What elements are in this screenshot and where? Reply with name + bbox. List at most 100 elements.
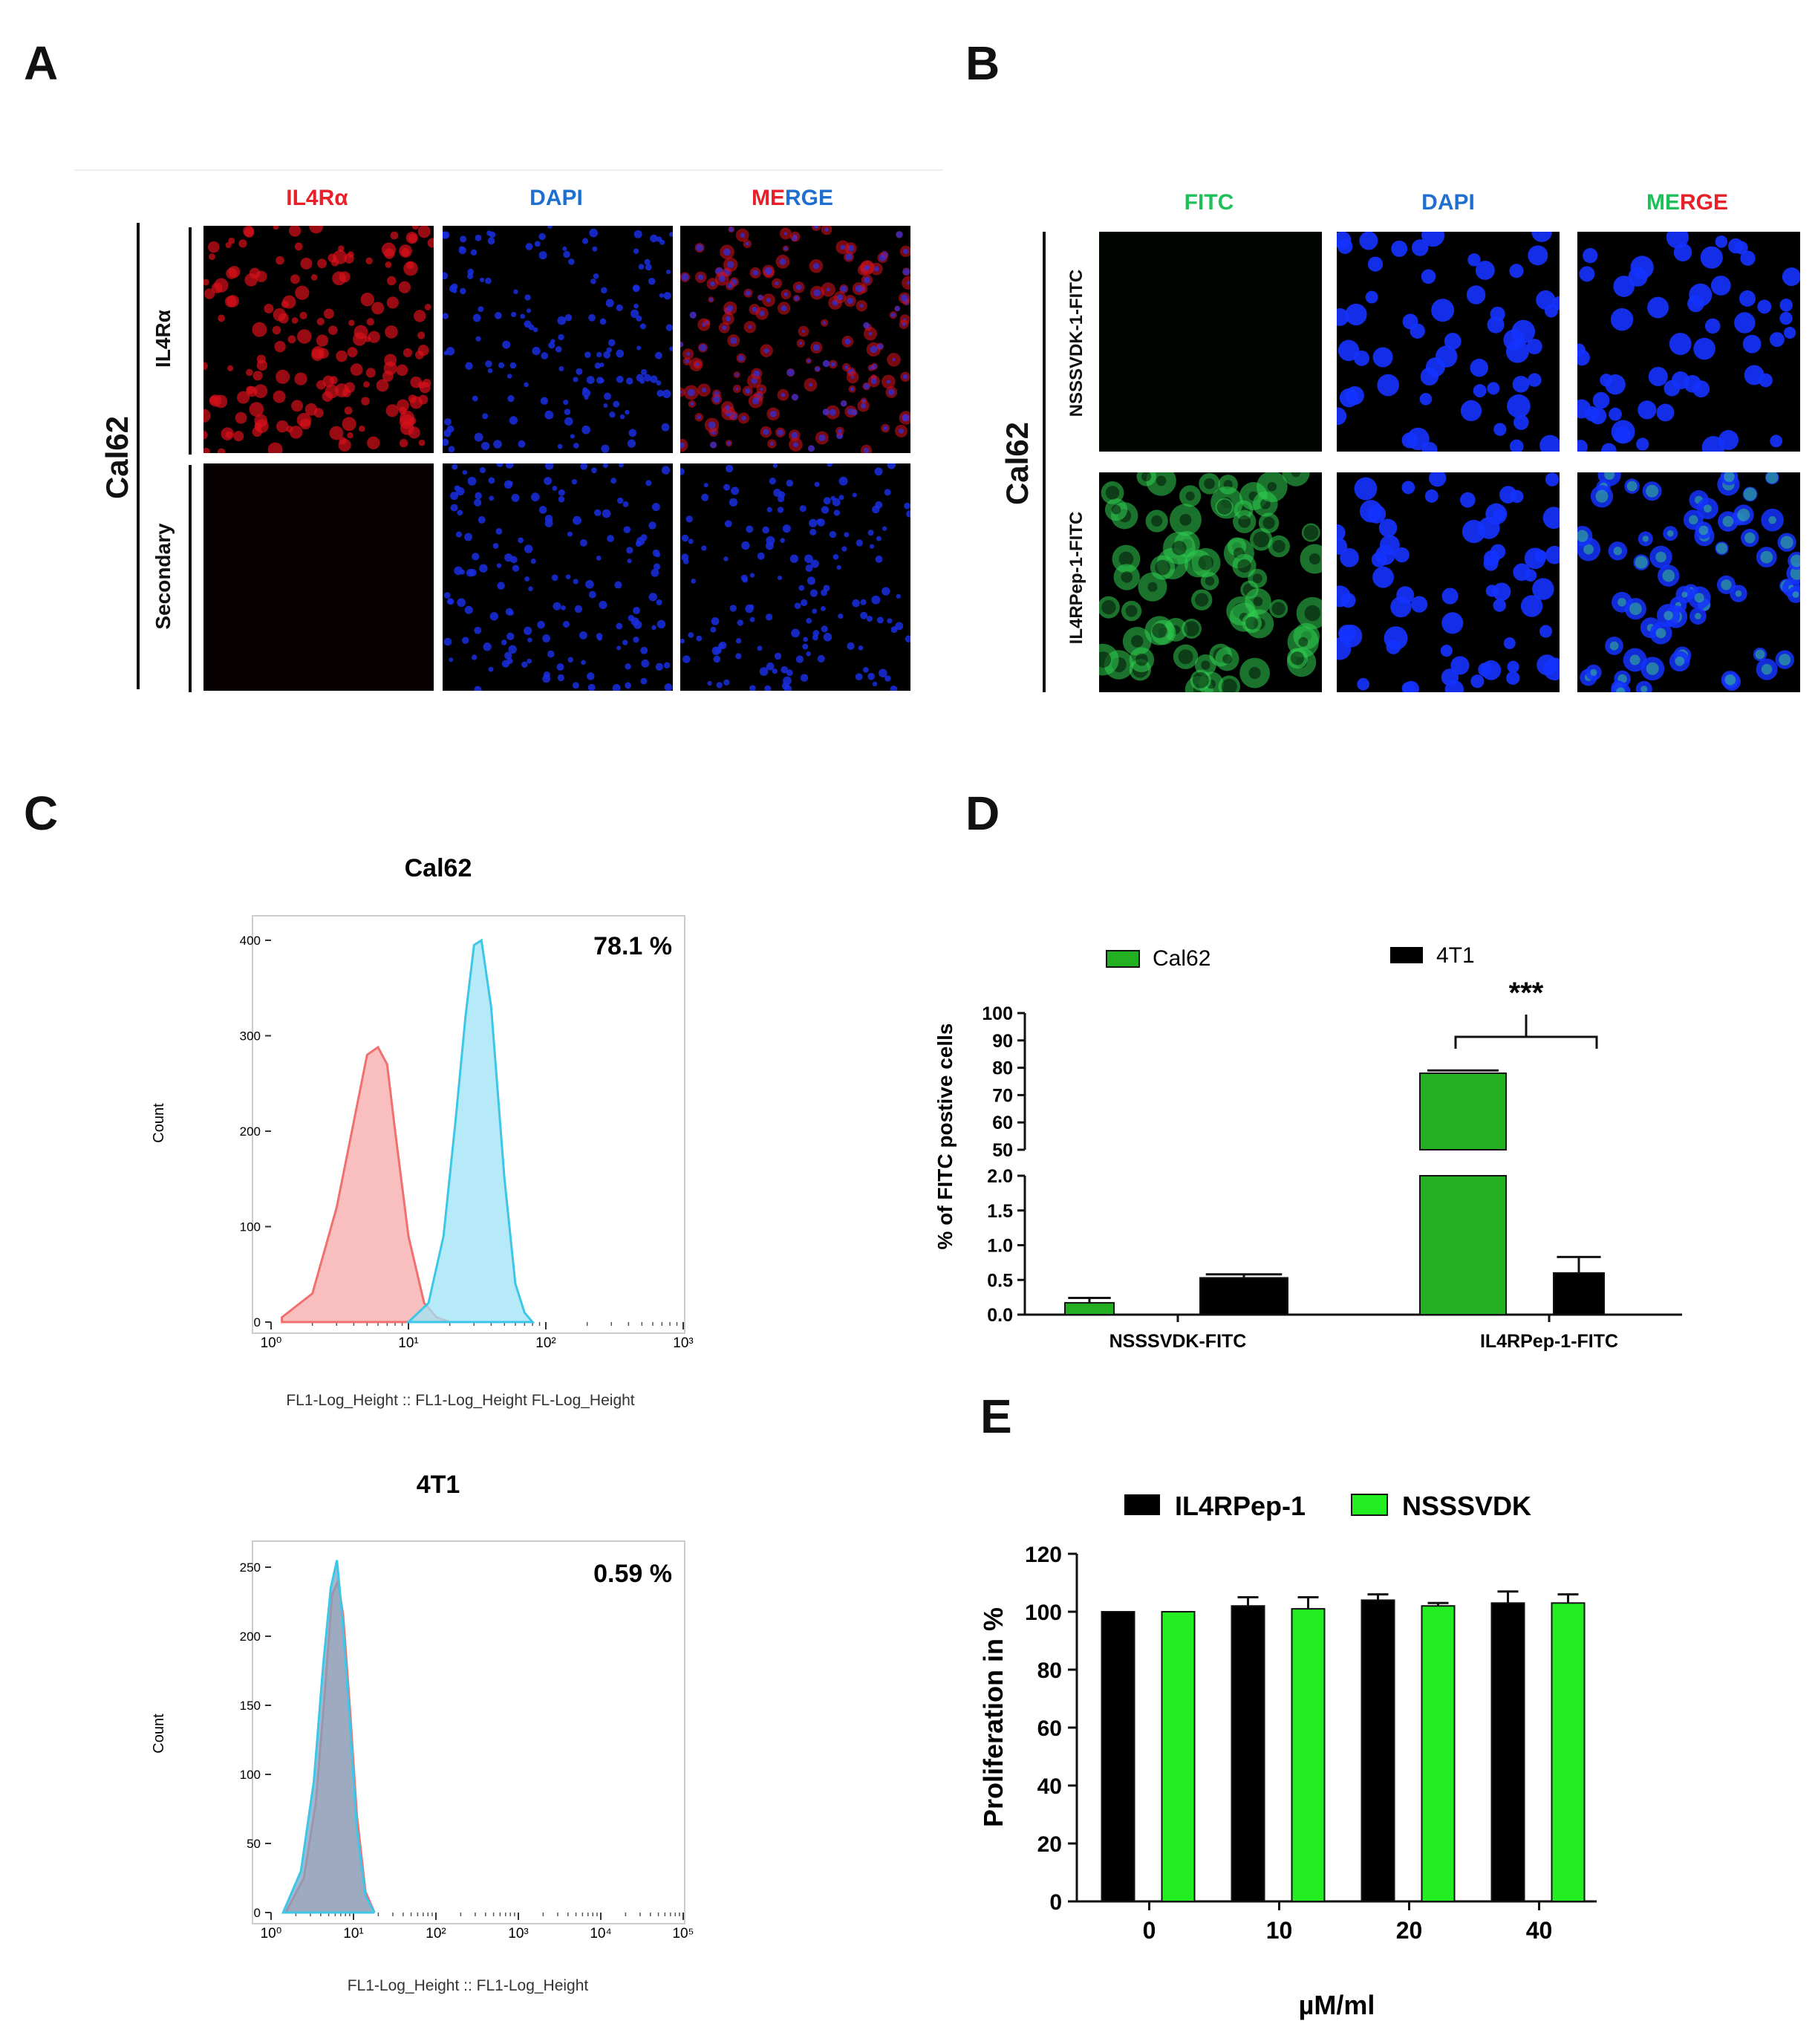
chart-c-top-ytick-label: 200 <box>240 1124 261 1139</box>
micrograph-a-secondary-dapi <box>443 463 673 691</box>
chart-d-significance-label: *** <box>1509 977 1544 1009</box>
chart-d-legend-swatch-4t1 <box>1390 947 1423 963</box>
chart-c-top-histogram-0 <box>281 1045 451 1324</box>
chart-e-legend-il4rpep: IL4RPep-1 <box>1175 1491 1306 1521</box>
chart-c-bottom-xtick-label: 10⁰ <box>261 1926 282 1942</box>
panel-a-outer-bracket <box>137 223 140 689</box>
chart-d-bar-upper <box>1419 1072 1507 1150</box>
panel-a-col-il4: IL4Rα <box>286 186 348 210</box>
chart-d-ylabel: % of FITC postive cells <box>933 1023 957 1250</box>
chart-c-top-histogram-1 <box>405 938 535 1324</box>
chart-e-bar <box>1361 1599 1395 1902</box>
chart-e: IL4RPep-1 NSSSVDK Proliferation in % µM/… <box>978 1491 1597 2020</box>
chart-d-ytick-label: 50 <box>992 1140 1013 1161</box>
chart-c-bottom-xtick-label: 10¹ <box>343 1926 363 1942</box>
chart-c-bottom-frame <box>252 1540 685 1924</box>
chart-c-top-title: Cal62 <box>405 854 472 882</box>
chart-c-bottom-ytick-label: 200 <box>240 1630 261 1644</box>
micrograph-b-il4rpep-merge <box>1577 472 1800 692</box>
chart-d-ytick-label: 2.0 <box>987 1166 1013 1187</box>
chart-c-bottom-xtick-label: 10³ <box>508 1926 528 1942</box>
chart-d-legend-cal62: Cal62 <box>1153 946 1210 971</box>
chart-e-bar <box>1551 1602 1586 1903</box>
chart-d-xtick-label: IL4RPep-1-FITC <box>1480 1331 1618 1352</box>
chart-c-bottom-xtick-label: 10⁵ <box>672 1926 694 1942</box>
chart-e-ytick-label: 20 <box>1037 1832 1062 1857</box>
panel-b-col-merge: MERGE <box>1646 190 1728 215</box>
chart-d-bar <box>1064 1302 1115 1315</box>
panel-letter-a: A <box>24 36 59 90</box>
chart-c-bottom-ytick-label: 150 <box>240 1699 261 1713</box>
chart-c-top-ytick-label: 400 <box>240 934 261 948</box>
panel-letter-b: B <box>965 36 1000 90</box>
chart-c-bottom-histogram-1 <box>281 1560 376 1914</box>
chart-c-top-xtick-label: 10² <box>535 1335 555 1351</box>
chart-e-bar <box>1101 1611 1135 1902</box>
chart-c-bottom-ytick-label: 50 <box>247 1837 261 1851</box>
chart-e-ylabel: Proliferation in % <box>978 1607 1008 1827</box>
chart-e-xtick-label: 10 <box>1266 1917 1293 1944</box>
chart-e-ytick-label: 40 <box>1037 1774 1062 1799</box>
micrograph-b-il4rpep-fitc <box>1099 472 1322 692</box>
micrograph-a-il4-merge <box>680 226 910 453</box>
chart-c-top: Cal62 78.1 % Count FL1-Log_Height :: FL1… <box>151 854 694 1409</box>
chart-e-ytick-label: 80 <box>1037 1659 1062 1683</box>
chart-e-xtick-label: 0 <box>1143 1917 1156 1944</box>
chart-c-bottom: 4T1 0.59 % Count FL1-Log_Height :: FL1-L… <box>151 1471 694 1994</box>
chart-e-xtick-label: 40 <box>1526 1917 1553 1944</box>
chart-e-xtick-label: 20 <box>1396 1917 1423 1944</box>
chart-e-legend-swatch-il4rpep <box>1124 1494 1160 1515</box>
micrograph-a-secondary-il4 <box>203 463 434 691</box>
chart-c-bottom-xtick-label: 10² <box>426 1926 446 1942</box>
chart-e-ytick-label: 0 <box>1049 1890 1062 1915</box>
chart-c-top-xtick-label: 10⁰ <box>261 1335 282 1351</box>
chart-e-bar <box>1421 1605 1456 1902</box>
chart-e-xlabel: µM/ml <box>1299 1990 1375 2020</box>
chart-e-ytick-label: 100 <box>1025 1601 1062 1625</box>
chart-e-legend-nsssvdk: NSSSVDK <box>1402 1491 1531 1521</box>
chart-c-top-ytick-label: 300 <box>240 1029 261 1044</box>
micrograph-b-nsssvdk-dapi <box>1337 232 1560 452</box>
chart-d-ytick-label: 1.0 <box>987 1236 1013 1257</box>
chart-d-bar <box>1199 1277 1288 1315</box>
chart-e-bar <box>1490 1602 1525 1903</box>
chart-e-legend-swatch-nsssvdk <box>1351 1494 1388 1516</box>
chart-c-bottom-ylabel: Count <box>151 1713 167 1754</box>
chart-d-ytick-label: 100 <box>982 1003 1013 1024</box>
chart-c-top-ytick-label: 100 <box>240 1220 261 1234</box>
chart-d-ytick-label: 0.5 <box>987 1270 1013 1291</box>
chart-c-top-ylabel: Count <box>151 1103 167 1143</box>
chart-e-bar <box>1161 1611 1196 1902</box>
chart-c-bottom-annotation: 0.59 % <box>593 1560 672 1588</box>
chart-d-ytick-label: 60 <box>992 1113 1013 1133</box>
chart-c-bottom-ytick-label: 100 <box>240 1768 261 1782</box>
chart-d-ytick-label: 90 <box>992 1031 1013 1052</box>
chart-c-top-xlabel: FL1-Log_Height :: FL1-Log_Height FL-Log_… <box>286 1392 634 1409</box>
chart-d-ytick-label: 0.0 <box>987 1305 1013 1326</box>
chart-d-ytick-label: 1.5 <box>987 1201 1013 1222</box>
micrograph-b-nsssvdk-merge <box>1577 232 1800 452</box>
chart-d-ytick-label: 80 <box>992 1058 1013 1079</box>
micrograph-b-nsssvdk-fitc <box>1099 232 1322 452</box>
chart-d-legend-swatch-cal62 <box>1106 950 1140 968</box>
chart-d-legend-4t1: 4T1 <box>1436 943 1475 968</box>
chart-e-ytick-label: 120 <box>1025 1543 1062 1567</box>
panel-a-col-merge: MERGE <box>751 186 833 210</box>
chart-d-bar-lower <box>1419 1175 1507 1315</box>
panel-letter-d: D <box>965 787 1000 840</box>
panel-letter-e: E <box>980 1390 1012 1443</box>
chart-c-top-ytick-label: 0 <box>254 1315 261 1329</box>
panel-a-row2-bracket <box>189 465 192 692</box>
panel-a-row1-bracket <box>189 227 192 455</box>
chart-e-bar <box>1291 1608 1326 1903</box>
chart-d-ytick-label: 70 <box>992 1085 1013 1106</box>
micrograph-a-secondary-merge <box>680 463 910 691</box>
chart-c-bottom-ytick-label: 250 <box>240 1560 261 1575</box>
chart-c-top-xtick-label: 10³ <box>673 1335 693 1351</box>
chart-c-bottom-ytick-label: 0 <box>254 1906 261 1920</box>
chart-d-xtick-label: NSSSVDK-FITC <box>1109 1331 1247 1352</box>
chart-c-top-xtick-label: 10¹ <box>398 1335 418 1351</box>
chart-d-bar <box>1553 1272 1605 1316</box>
micrograph-b-il4rpep-dapi <box>1337 472 1560 692</box>
chart-c-bottom-xtick-label: 10⁴ <box>590 1926 611 1942</box>
